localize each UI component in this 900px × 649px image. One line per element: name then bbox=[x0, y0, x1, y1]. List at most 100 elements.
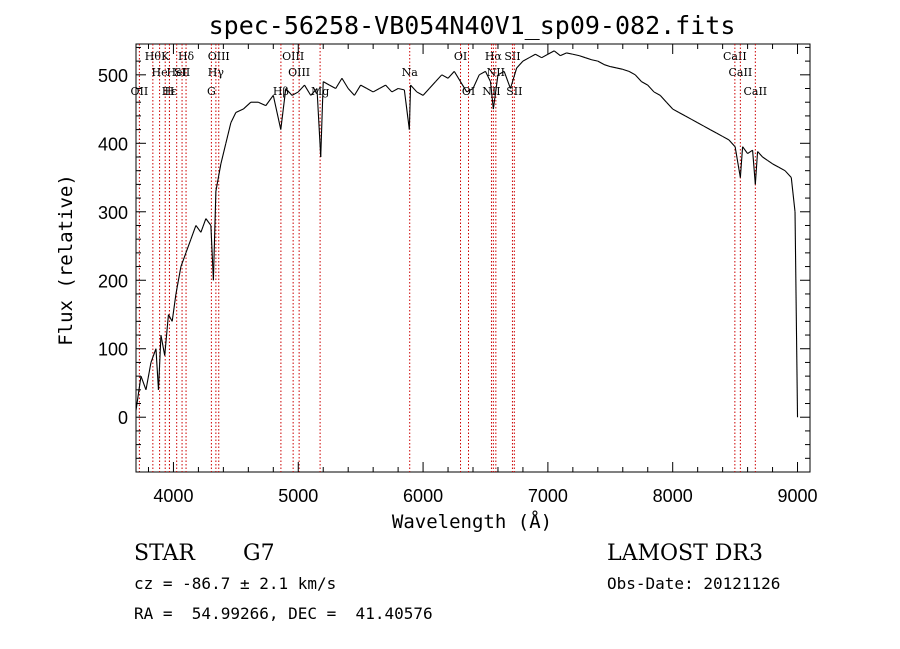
spectrum-segment-68 bbox=[503, 71, 511, 89]
y-tick-label-3: 300 bbox=[98, 203, 128, 223]
emission-line-label-13: OIII bbox=[282, 50, 304, 63]
spectrum-segment-113 bbox=[767, 159, 773, 165]
spectrum-segment-86 bbox=[616, 67, 623, 70]
spectrum-segment-71 bbox=[522, 57, 530, 62]
spectrum-segment-69 bbox=[509, 67, 518, 89]
y-tick-label-1: 100 bbox=[98, 340, 128, 360]
emission-line-label-1: Hθ bbox=[145, 50, 162, 63]
spectrum-segment-18 bbox=[212, 191, 217, 281]
spectrum-segment-94 bbox=[666, 101, 674, 110]
spectrum-segment-49 bbox=[397, 87, 405, 91]
spectrum-segment-11 bbox=[180, 252, 187, 267]
spectrum-segment-46 bbox=[379, 84, 386, 89]
spectrum-segment-79 bbox=[572, 53, 580, 57]
emission-line-label-22: SII bbox=[504, 50, 520, 63]
x-tick-label-1: 5000 bbox=[278, 486, 318, 506]
emission-line-label-3: K bbox=[161, 50, 170, 63]
emission-line-label-12: Hβ bbox=[273, 85, 289, 98]
emission-line-label-10: G bbox=[207, 85, 216, 98]
spectrum-segment-67 bbox=[497, 70, 505, 76]
spectrum-segment-98 bbox=[691, 118, 698, 124]
emission-line-label-26: CaII bbox=[743, 85, 767, 98]
emission-line-label-16: Na bbox=[402, 66, 419, 79]
spectrum-segment-103 bbox=[722, 135, 730, 141]
spectrum-segment-20 bbox=[220, 143, 227, 164]
spectrum-segment-37 bbox=[322, 81, 330, 86]
spectrum-segment-85 bbox=[610, 66, 617, 69]
emission-line-label-7: SII bbox=[174, 66, 190, 79]
emission-line-markers: OIIHθHeKHεHeIHδSIIHHγGOIIIHβOIIIOIIIMgNa… bbox=[131, 44, 767, 472]
emission-line-label-21: NII bbox=[487, 66, 505, 79]
spectrum-segment-19 bbox=[215, 163, 222, 192]
spectrum-segment-88 bbox=[628, 70, 636, 76]
spectrum-segment-58 bbox=[447, 71, 455, 79]
plot-frame bbox=[135, 43, 811, 473]
spectrum-segment-106 bbox=[739, 146, 744, 178]
spectrum-segment-30 bbox=[285, 88, 293, 96]
spectrum-segment-48 bbox=[391, 88, 399, 93]
spectrum-segment-34 bbox=[310, 88, 318, 96]
emission-line-label-15: Mg bbox=[311, 85, 329, 98]
spectrum-segment-63 bbox=[478, 70, 486, 76]
emission-line-label-11: OIII bbox=[208, 50, 230, 63]
spectrum-segment-31 bbox=[291, 91, 299, 96]
spectrum-segment-40 bbox=[341, 77, 349, 89]
spectrum-segment-9 bbox=[171, 293, 177, 322]
spectrum-segment-77 bbox=[560, 52, 567, 57]
spectrum-segment-4 bbox=[155, 348, 160, 390]
spectrum-segment-108 bbox=[747, 149, 753, 155]
spectrum-segment-6 bbox=[160, 334, 166, 356]
spectrum-segment-118 bbox=[794, 211, 799, 418]
spectrum-segment-90 bbox=[641, 81, 649, 86]
spectrum-segment-114 bbox=[772, 163, 780, 168]
spectrum-segment-53 bbox=[416, 91, 424, 96]
spectrum-segment-84 bbox=[603, 64, 611, 68]
coordinates: RA = 54.99266, DEC = 41.40576 bbox=[134, 604, 433, 623]
spectrum-segment-117 bbox=[790, 177, 796, 212]
emission-line-label-9: Hγ bbox=[208, 66, 225, 79]
spectrum-segment-15 bbox=[200, 218, 207, 233]
info-block: STAR G7 LAMOST DR3 cz = -86.7 ± 2.1 km/s… bbox=[134, 541, 780, 623]
x-tick-label-5: 9000 bbox=[777, 486, 817, 506]
spectrum-segment-26 bbox=[258, 101, 267, 107]
spectrum-segment-44 bbox=[366, 88, 374, 93]
spectrum-segment-32 bbox=[297, 84, 305, 93]
spectrum-segment-101 bbox=[709, 129, 717, 134]
spectrum-series bbox=[135, 50, 799, 418]
spectrum-segment-87 bbox=[622, 68, 630, 72]
spectrum-segment-27 bbox=[265, 95, 274, 106]
spectrum-segment-14 bbox=[195, 225, 202, 233]
object-type: STAR bbox=[134, 541, 196, 566]
spectrum-segment-36 bbox=[320, 81, 324, 158]
spectrum-segment-99 bbox=[697, 122, 705, 127]
spectrum-segment-82 bbox=[591, 59, 598, 62]
spectrum-segment-115 bbox=[778, 166, 786, 172]
spectrum-segment-12 bbox=[185, 238, 192, 254]
obs-date: Obs-Date: 20121126 bbox=[607, 574, 780, 593]
emission-line-label-20: Hα bbox=[485, 50, 503, 63]
spectrum-segment-75 bbox=[547, 50, 555, 55]
spectrum-segment-78 bbox=[566, 52, 573, 55]
spectrum-segment-38 bbox=[329, 84, 336, 89]
chart-title: spec-56258-VB054N40V1_sp09-082.fits bbox=[209, 11, 736, 40]
emission-line-label-24: CaII bbox=[723, 50, 747, 63]
spectrum-segment-65 bbox=[489, 81, 494, 110]
x-axis-ticks: 4000 5000 6000 7000 8000 9000 bbox=[147, 44, 818, 506]
emission-line-label-17: OI bbox=[454, 50, 467, 63]
spectrum-segment-91 bbox=[647, 84, 655, 93]
spectrum-segment-45 bbox=[372, 88, 380, 93]
spectrum-segment-35 bbox=[316, 88, 322, 158]
spectrum-segment-102 bbox=[716, 132, 723, 137]
spectrum-segment-1 bbox=[140, 375, 147, 391]
spectrum-segment-62 bbox=[472, 74, 480, 89]
spectrum-segment-81 bbox=[585, 57, 592, 61]
spectrum-segment-39 bbox=[335, 77, 343, 89]
spectrum-segment-116 bbox=[784, 170, 792, 178]
y-tick-label-4: 400 bbox=[98, 134, 128, 154]
spectrum-segment-72 bbox=[528, 53, 536, 59]
spectrum-segment-92 bbox=[653, 91, 661, 96]
spectrum-segment-52 bbox=[410, 84, 418, 93]
x-axis-label: Wavelength (Å) bbox=[392, 510, 552, 533]
spectrum-segment-96 bbox=[678, 111, 686, 117]
